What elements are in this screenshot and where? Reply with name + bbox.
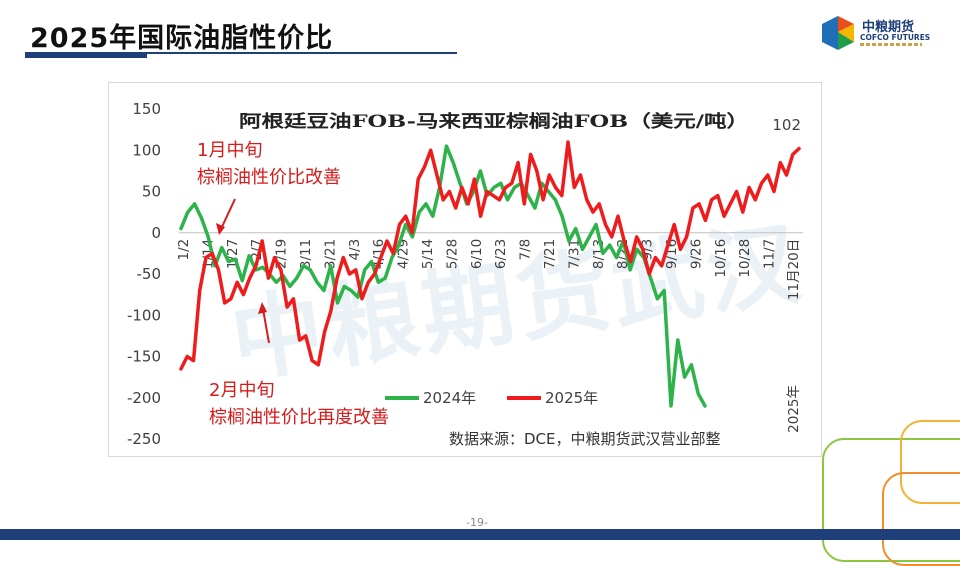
y-tick-label: 150: [132, 100, 161, 118]
last-value-label: 102: [772, 116, 801, 134]
chart-watermark: 中粮期货武汉: [225, 210, 810, 396]
chart-frame: 中粮期货武汉 150 100 50 0 -50 -100 -150 -200 -250 1/2 1/1…: [108, 82, 822, 457]
x-tick-label: 10/28: [737, 239, 753, 278]
x-tick-label: 7/21: [542, 239, 558, 269]
title-underline-thick: [25, 52, 147, 58]
x-tick-label: 9/26: [688, 239, 704, 269]
logo-name-cn: 中粮期货: [862, 20, 915, 35]
x-tick-label: 6/10: [469, 239, 485, 269]
footer-bar: [0, 529, 960, 540]
annotation-1-line1: 1月中旬: [197, 140, 262, 161]
y-tick-label: 50: [142, 183, 161, 201]
page-number: -19-: [466, 516, 488, 529]
x-tick-label: 5/14: [420, 239, 436, 269]
corner-decoration-yellow: [900, 420, 960, 504]
y-tick-label: -50: [137, 265, 162, 283]
x-tick-label: 3/11: [298, 239, 314, 269]
data-source-note: 数据来源：DCE，中粮期货武汉营业部整: [449, 430, 721, 448]
y-tick-label: -200: [127, 389, 161, 407]
x-tick-label: 2/19: [274, 239, 290, 269]
chart-title: 阿根廷豆油FOB-马来西亚棕榈油FOB（美元/吨）: [239, 111, 749, 132]
annotation-1-arrowhead: [216, 223, 225, 235]
corner-decoration-orange: [882, 472, 960, 566]
y-tick-label: -250: [127, 430, 161, 448]
logo-name-en: COFCO FUTURES: [860, 33, 931, 42]
x-tick-label: 10/16: [713, 239, 729, 278]
x-tick-label: 6/23: [493, 239, 509, 269]
x-tick-label: 5/28: [444, 239, 460, 269]
y-tick-label: 0: [151, 224, 161, 242]
annotation-2-arrow: [262, 308, 270, 344]
legend-label-2024: 2024年: [423, 389, 476, 407]
annotation-1-arrow: [220, 198, 236, 230]
x-tick-label: 11/7: [762, 239, 778, 269]
annotation-1-line2: 棕榈油性价比改善: [197, 167, 341, 188]
x-tick-label: 4/3: [347, 239, 363, 261]
x-tick-label: 1/2: [176, 239, 192, 261]
x-tick-label: 11月20日: [786, 239, 802, 300]
x-tick-label: 3/21: [322, 239, 338, 269]
x-tick-label: 7/31: [566, 239, 582, 269]
annotation-2-line2: 棕榈油性价比再度改善: [209, 407, 389, 428]
y-tick-label: 100: [132, 141, 161, 159]
annotation-2-arrowhead: [258, 302, 267, 314]
y-tick-label: -150: [127, 348, 161, 366]
annotation-2-line1: 2月中旬: [209, 380, 274, 401]
logo-tagline-decoration: [860, 43, 922, 46]
legend-label-2025: 2025年: [545, 389, 598, 407]
y-tick-label: -100: [127, 306, 161, 324]
x-year-label: 2025年: [786, 385, 802, 433]
x-tick-label: 7/8: [518, 239, 534, 261]
company-logo: 中粮期货 COFCO FUTURES: [820, 14, 940, 54]
title-underline-thin: [147, 52, 457, 54]
cofco-logo-icon: [822, 16, 854, 50]
slide-title: 2025年国际油脂性价比: [30, 23, 334, 54]
series-line-2025: [179, 140, 801, 371]
